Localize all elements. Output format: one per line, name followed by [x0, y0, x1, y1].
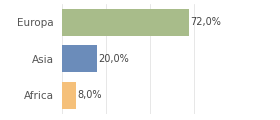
Text: 20,0%: 20,0% [99, 54, 129, 64]
Bar [62, 82, 76, 109]
Text: 72,0%: 72,0% [190, 17, 221, 27]
Text: 8,0%: 8,0% [78, 90, 102, 100]
Bar [62, 45, 97, 72]
Bar [62, 9, 189, 36]
